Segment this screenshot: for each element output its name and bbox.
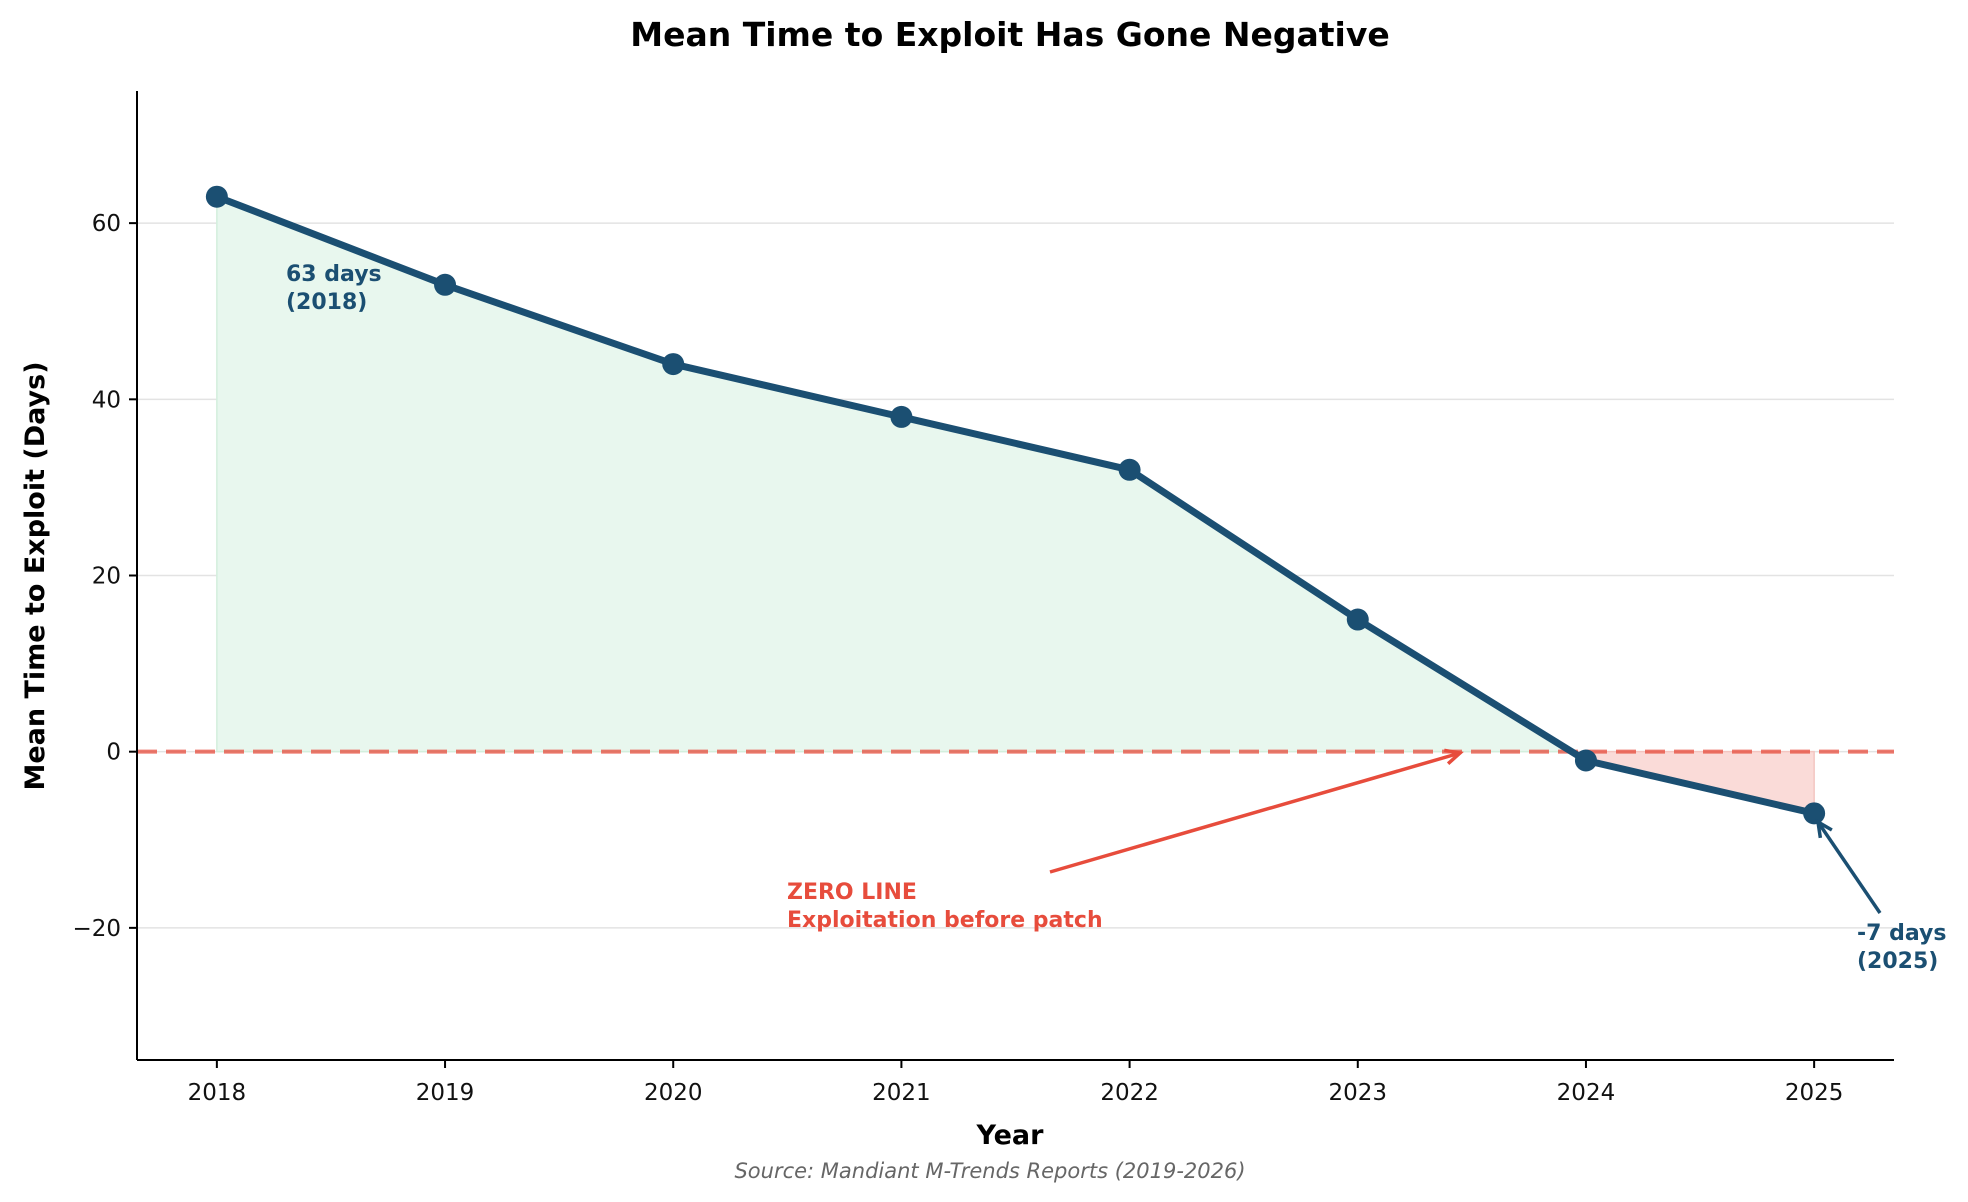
zero-line-arrowhead	[1443, 748, 1464, 766]
positive-area-fill	[216, 195, 1575, 753]
x-axis-label: Year	[976, 1120, 1045, 1151]
y-tick-label: −20	[72, 916, 121, 942]
data-point-2023	[1346, 608, 1369, 631]
data-point-2025	[1803, 802, 1826, 825]
series-line	[213, 193, 1818, 817]
data-point-2020	[662, 353, 685, 376]
annotation-2025-arrow	[1816, 821, 1882, 914]
tick-labels: −20 0 20 40 60 2018 2019 2020 2021 2022 2023 2024 20…	[72, 211, 1843, 1106]
annotation-2025-arrowhead	[1815, 818, 1833, 839]
x-tick-label: 2018	[188, 1080, 247, 1106]
y-tick-label: 20	[92, 564, 121, 590]
x-tick-label: 2023	[1328, 1080, 1387, 1106]
annotation-2025: -7 days (2025)	[1857, 921, 1946, 974]
source-note: Source: Mandiant M-Trends Reports (2019-…	[734, 1159, 1245, 1183]
data-point-2024	[1574, 749, 1597, 772]
y-tick-label: 60	[92, 211, 121, 237]
x-tick-label: 2025	[1785, 1080, 1844, 1106]
x-tick-label: 2021	[872, 1080, 931, 1106]
x-tick-label: 2019	[416, 1080, 475, 1106]
chart-title: Mean Time to Exploit Has Gone Negative	[630, 15, 1390, 54]
annotation-zero-line: ZERO LINE Exploitation before patch	[787, 880, 1103, 933]
y-axis-label: Mean Time to Exploit (Days)	[20, 361, 51, 790]
annotation-2018: 63 days (2018)	[286, 262, 382, 315]
x-tick-label: 2020	[644, 1080, 703, 1106]
y-tick-label: 0	[106, 740, 121, 766]
axes	[129, 91, 1894, 1068]
x-tick-label: 2022	[1100, 1080, 1159, 1106]
series-layer	[205, 185, 1826, 825]
annotations: 63 days (2018) ZERO LINE Exploitation befor…	[286, 262, 1946, 974]
y-tick-label: 40	[92, 387, 121, 413]
data-point-2022	[1118, 458, 1141, 481]
data-point-2018	[205, 185, 228, 208]
data-point-2019	[434, 273, 457, 296]
data-point-2021	[890, 405, 913, 428]
x-tick-label: 2024	[1557, 1080, 1616, 1106]
zero-line-arrow	[1049, 751, 1461, 874]
